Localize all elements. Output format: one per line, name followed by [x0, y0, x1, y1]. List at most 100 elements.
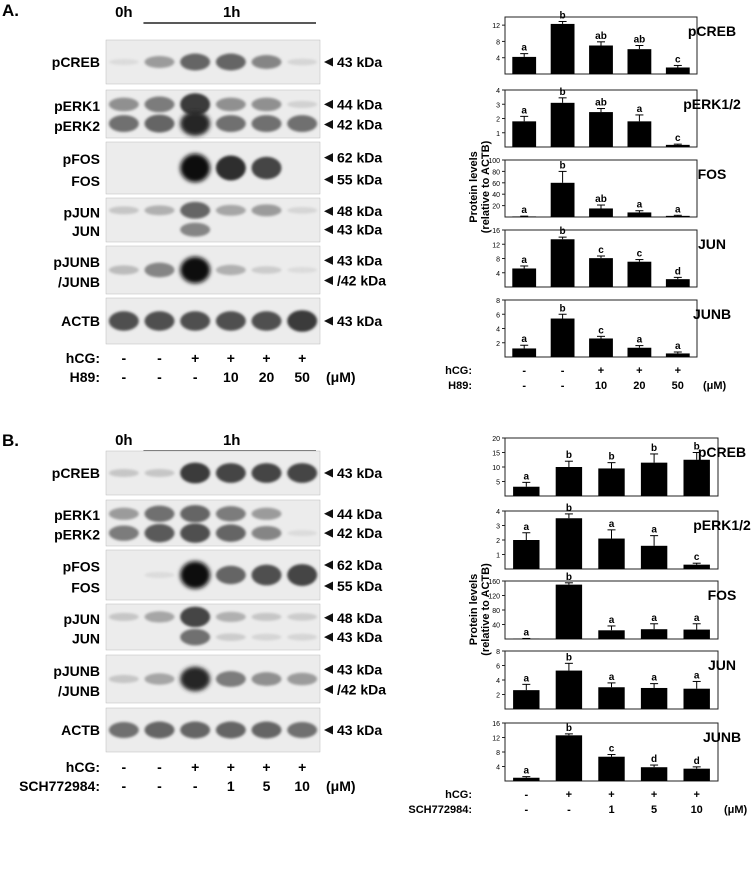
y-tick-label: 15: [492, 451, 500, 458]
blot-row: pJUNB/JUNB 43 kDa/42 kDa: [53, 654, 386, 704]
protein-label: ACTB: [61, 722, 100, 738]
bar: [512, 56, 537, 74]
bar: [640, 687, 668, 709]
kda-label: 43 kDa: [337, 313, 382, 329]
blot-band: [108, 507, 139, 520]
treatment-value: -: [121, 778, 126, 794]
significance-letter: ab: [595, 194, 607, 205]
treatment-value: 10: [595, 380, 607, 392]
y-axis-label-sub: (relative to ACTB): [480, 563, 492, 656]
bar: [598, 468, 625, 496]
y-tick-label: 8: [496, 39, 500, 46]
significance-letter: b: [560, 10, 566, 21]
bar: [627, 49, 652, 74]
significance-letter: c: [694, 552, 700, 563]
blot-band: [144, 721, 175, 739]
treatment-value: 20: [259, 369, 275, 385]
significance-letter: a: [524, 522, 530, 533]
significance-letter: b: [560, 303, 566, 314]
bar: [665, 353, 690, 357]
y-tick-label: 100: [488, 158, 500, 165]
marker-arrow: [324, 632, 333, 642]
blot-band: [180, 53, 211, 71]
treatment-value: -: [522, 365, 526, 377]
y-tick-label: 2: [496, 693, 500, 700]
unit-label: (μM): [703, 380, 727, 392]
treatment-value: +: [298, 759, 306, 775]
y-tick-label: 1: [496, 553, 500, 560]
blot-band: [215, 97, 246, 112]
blot-band: [108, 97, 139, 112]
blot-band: [180, 505, 211, 523]
blot-membrane: [105, 654, 321, 704]
marker-arrow: [324, 581, 333, 591]
significance-letter: a: [524, 673, 530, 684]
protein-label: pFOS: [63, 559, 100, 575]
marker-arrow: [324, 664, 333, 674]
treatment-value: 5: [263, 778, 271, 794]
blot-band: [144, 469, 175, 477]
blot-band: [251, 204, 282, 217]
significance-letter: a: [609, 672, 615, 683]
treatment-value: 50: [672, 380, 684, 392]
bar-chart: 40 80 120 160 a b a a a FOS: [488, 572, 736, 640]
blot-band: [287, 100, 318, 108]
protein-label: pJUN: [63, 205, 100, 221]
y-tick-label: 8: [496, 257, 500, 264]
y-tick-label: 2: [496, 538, 500, 545]
time-label-0h: 0h: [115, 4, 133, 21]
significance-letter: b: [608, 452, 614, 463]
blot-row: pCREB 43 kDa: [52, 39, 382, 85]
significance-letter: c: [675, 133, 681, 144]
blot-band: [180, 721, 211, 739]
blot-band: [287, 463, 318, 483]
chart-title: FOS: [698, 166, 727, 182]
protein-label: FOS: [71, 580, 100, 596]
blot-band: [180, 201, 211, 219]
y-tick-label: 80: [492, 608, 500, 615]
y-axis-label: Protein levels: [468, 151, 480, 223]
bar: [627, 121, 652, 147]
marker-arrow: [324, 206, 333, 216]
significance-letter: a: [651, 525, 657, 536]
chart-title: pERK1/2: [693, 517, 751, 533]
kda-label: 62 kDa: [337, 150, 382, 166]
significance-letter: b: [566, 450, 572, 461]
blot-band: [215, 204, 246, 216]
significance-letter: b: [694, 442, 700, 453]
blot-band: [108, 722, 139, 738]
marker-arrow: [324, 316, 333, 326]
blot-band: [251, 507, 282, 520]
blot-band: [287, 266, 318, 274]
blot-band: [287, 613, 318, 621]
blot-band: [144, 262, 175, 278]
significance-letter: a: [637, 335, 643, 346]
treatment-value: -: [524, 804, 528, 816]
significance-letter: a: [524, 627, 530, 638]
blot-band: [180, 256, 211, 284]
significance-letter: a: [675, 341, 681, 352]
kda-label: 43 kDa: [337, 465, 382, 481]
significance-letter: b: [651, 443, 657, 454]
bar: [598, 630, 625, 639]
blot-band: [215, 671, 246, 687]
kda-label: 44 kDa: [337, 96, 382, 112]
bar: [550, 318, 575, 357]
bar: [665, 144, 690, 147]
blot-band: [180, 628, 211, 646]
bar: [683, 564, 710, 569]
blot-band: [180, 666, 211, 692]
blot-row: pCREB 43 kDa: [52, 450, 382, 496]
blot-band: [215, 155, 246, 181]
kda-label: 43 kDa: [337, 252, 382, 268]
bar: [513, 690, 540, 709]
bar: [598, 756, 625, 781]
significance-letter: a: [521, 43, 527, 54]
blot-band: [251, 55, 282, 69]
y-tick-label: 6: [496, 664, 500, 671]
chart-title: JUN: [698, 236, 726, 252]
blot-band: [144, 673, 175, 685]
